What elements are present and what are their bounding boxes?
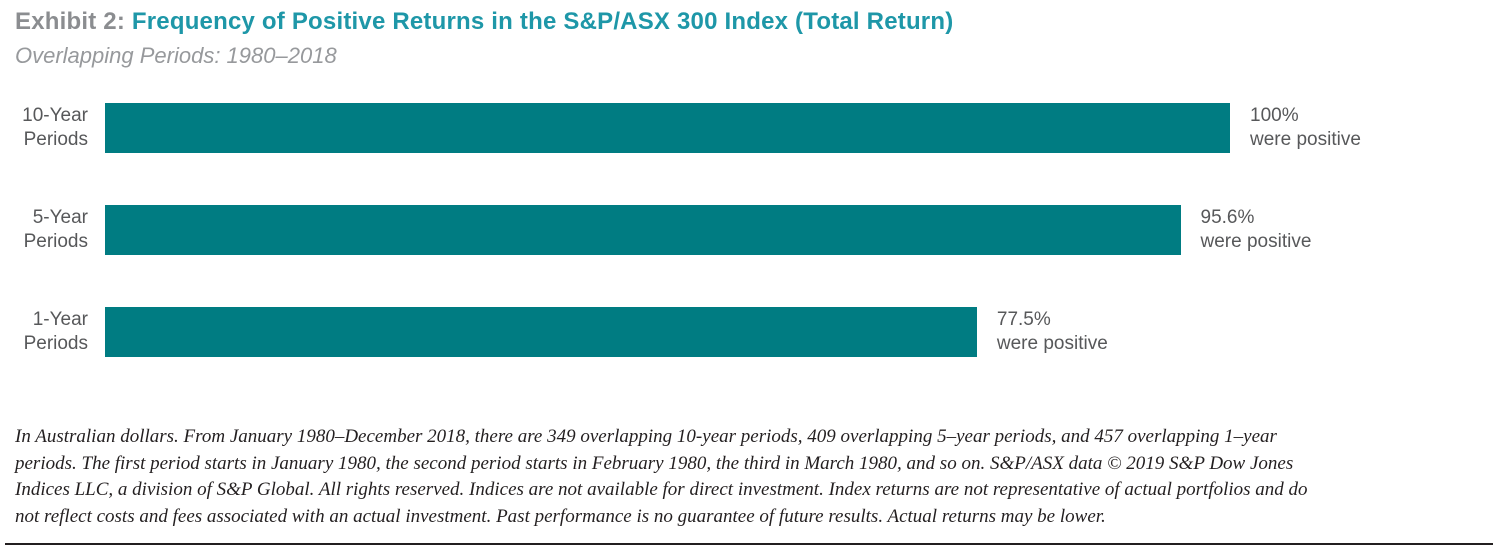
footnote-line: not reflect costs and fees associated wi…	[15, 505, 1106, 527]
chart-title: Frequency of Positive Returns in the S&P…	[131, 8, 954, 35]
chart-header: Exhibit 2: Frequency of Positive Returns…	[15, 7, 953, 69]
value-label-10-year: 100% were positive	[1250, 104, 1361, 152]
footnote: In Australian dollars. From January 1980…	[15, 424, 1497, 530]
category-label-line2: Periods	[23, 129, 88, 150]
bar-row-1-year: 1-Year Periods 77.5% were positive	[0, 307, 1512, 357]
chart-subtitle: Overlapping Periods: 1980–2018	[15, 43, 337, 68]
category-label-line1: 5-Year	[32, 207, 88, 228]
bar-5-year	[105, 205, 1181, 255]
category-label-1-year: 1-Year Periods	[0, 308, 88, 356]
chart-title-line: Exhibit 2: Frequency of Positive Returns…	[15, 7, 953, 37]
category-label-line2: Periods	[23, 231, 88, 252]
bar-1-year	[105, 307, 977, 357]
category-label-10-year: 10-Year Periods	[0, 104, 88, 152]
value-sublabel: were positive	[1200, 231, 1312, 252]
value-percent: 95.6%	[1200, 207, 1255, 228]
value-sublabel: were positive	[996, 333, 1108, 354]
value-percent: 100%	[1250, 105, 1299, 126]
footnote-line: periods. The first period starts in Janu…	[15, 452, 1294, 474]
bar-row-5-year: 5-Year Periods 95.6% were positive	[0, 205, 1512, 255]
category-label-line1: 10-Year	[22, 105, 88, 126]
bar-10-year	[105, 103, 1230, 153]
value-label-1-year: 77.5% were positive	[997, 308, 1108, 356]
value-percent: 77.5%	[996, 309, 1051, 330]
bottom-divider	[5, 543, 1493, 545]
category-label-line1: 1-Year	[32, 309, 88, 330]
value-label-5-year: 95.6% were positive	[1201, 206, 1312, 254]
exhibit-label: Exhibit 2:	[15, 8, 126, 35]
bar-row-10-year: 10-Year Periods 100% were positive	[0, 103, 1512, 153]
footnote-line: In Australian dollars. From January 1980…	[15, 426, 1277, 447]
category-label-line2: Periods	[23, 333, 88, 354]
value-sublabel: were positive	[1250, 129, 1361, 150]
category-label-5-year: 5-Year Periods	[0, 206, 88, 254]
footnote-line: Indices LLC, a division of S&P Global. A…	[15, 479, 1308, 500]
